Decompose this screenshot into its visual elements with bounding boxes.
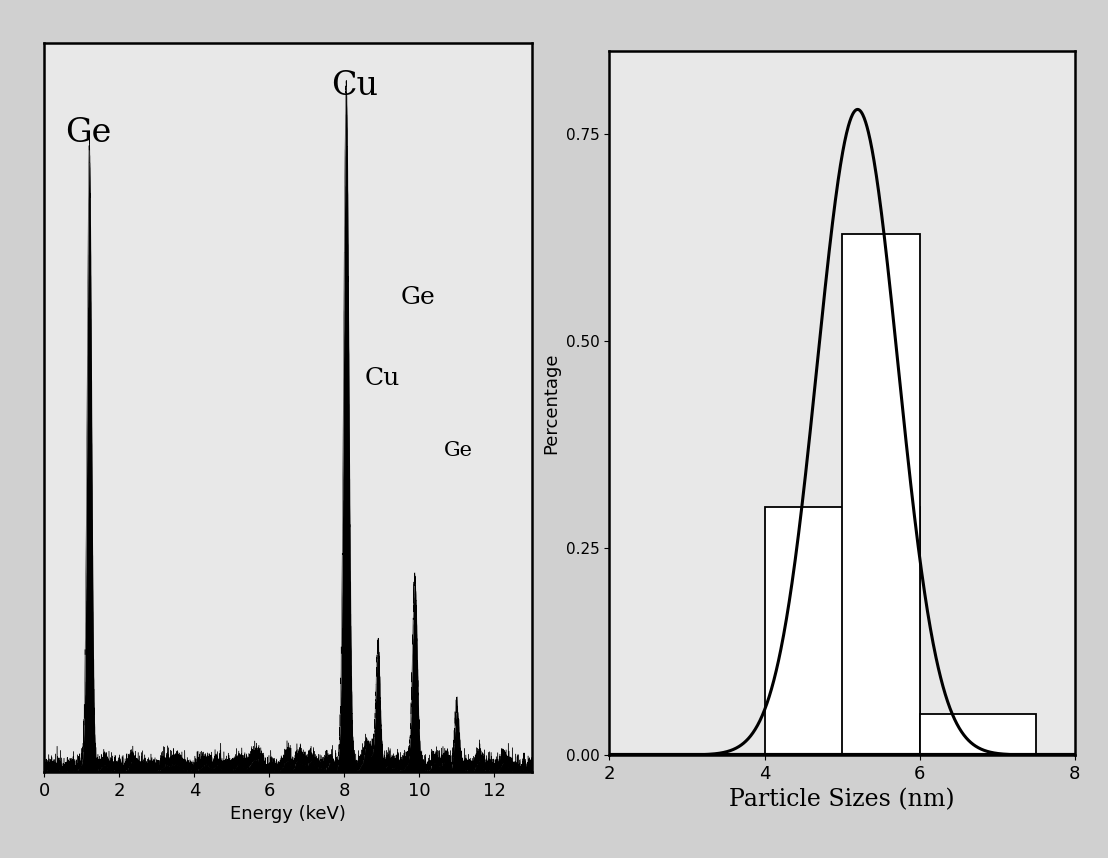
Bar — [765, 507, 920, 755]
Bar — [842, 233, 920, 755]
X-axis label: Particle Sizes (nm): Particle Sizes (nm) — [729, 789, 955, 812]
Text: Cu: Cu — [331, 69, 378, 102]
Text: Ge: Ge — [443, 441, 473, 460]
Text: Ge: Ge — [401, 286, 435, 309]
Text: Cu: Cu — [365, 367, 400, 390]
X-axis label: Energy (keV): Energy (keV) — [230, 806, 346, 824]
Text: Ge: Ge — [65, 118, 111, 149]
Y-axis label: Percentage: Percentage — [543, 353, 561, 454]
Bar — [920, 714, 1036, 755]
